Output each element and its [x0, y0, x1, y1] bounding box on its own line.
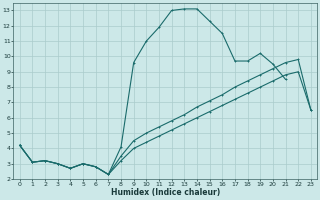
X-axis label: Humidex (Indice chaleur): Humidex (Indice chaleur)	[111, 188, 220, 197]
